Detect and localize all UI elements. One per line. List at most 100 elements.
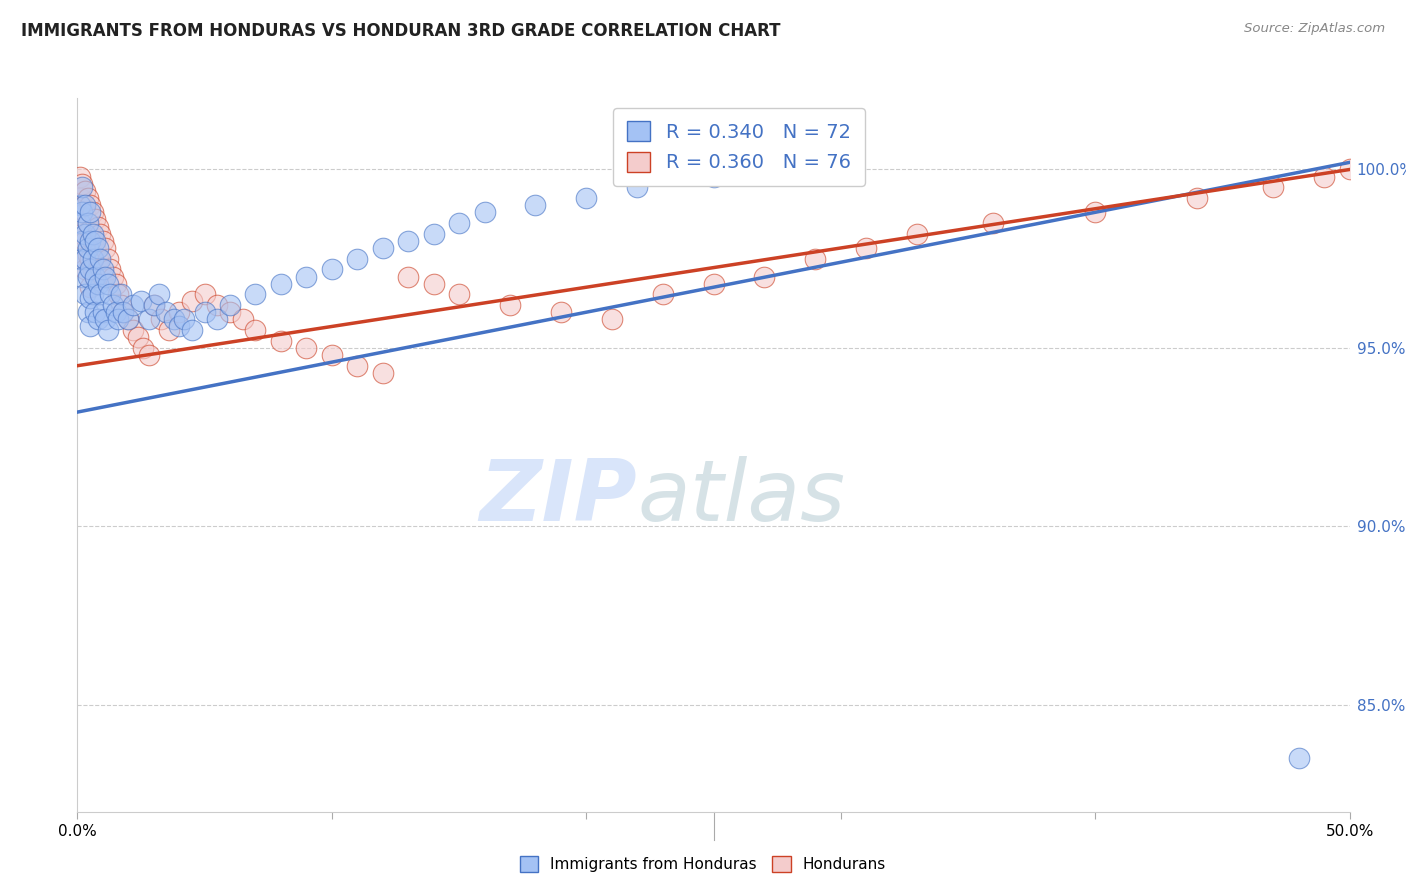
Point xyxy=(86,241,108,255)
Point xyxy=(703,169,725,184)
Point xyxy=(142,298,165,312)
Point xyxy=(91,305,114,319)
Point xyxy=(122,323,145,337)
Point xyxy=(79,252,101,266)
Point xyxy=(91,269,114,284)
Point xyxy=(651,287,673,301)
Point xyxy=(499,298,522,312)
Point xyxy=(371,241,394,255)
Point xyxy=(1339,162,1361,177)
Point xyxy=(91,234,114,248)
Point xyxy=(76,216,98,230)
Point xyxy=(110,287,132,301)
Point xyxy=(117,312,139,326)
Point xyxy=(69,216,91,230)
Point xyxy=(76,248,98,262)
Point xyxy=(94,269,117,284)
Point xyxy=(73,198,96,212)
Point xyxy=(79,262,101,277)
Point xyxy=(104,305,127,319)
Point xyxy=(396,269,419,284)
Legend: R = 0.340   N = 72, R = 0.360   N = 76: R = 0.340 N = 72, R = 0.360 N = 76 xyxy=(613,108,865,186)
Point xyxy=(72,198,94,212)
Point xyxy=(76,191,98,205)
Point xyxy=(69,169,91,184)
Text: IMMIGRANTS FROM HONDURAS VS HONDURAN 3RD GRADE CORRELATION CHART: IMMIGRANTS FROM HONDURAS VS HONDURAN 3RD… xyxy=(21,22,780,40)
Point xyxy=(112,305,135,319)
Point xyxy=(346,252,368,266)
Point xyxy=(703,277,725,291)
Point xyxy=(207,298,229,312)
Point xyxy=(219,305,242,319)
Point xyxy=(82,234,104,248)
Point xyxy=(1288,751,1310,765)
Point xyxy=(142,298,165,312)
Point xyxy=(422,227,444,241)
Point xyxy=(82,205,104,219)
Point xyxy=(173,312,195,326)
Point xyxy=(101,269,124,284)
Point xyxy=(72,269,94,284)
Point xyxy=(72,177,94,191)
Point xyxy=(270,334,292,348)
Point xyxy=(76,241,98,255)
Point xyxy=(94,312,117,326)
Point xyxy=(82,262,104,277)
Point xyxy=(84,234,107,248)
Point xyxy=(754,269,776,284)
Point xyxy=(983,216,1005,230)
Point xyxy=(1185,191,1208,205)
Point xyxy=(72,234,94,248)
Point xyxy=(107,312,129,326)
Point xyxy=(79,223,101,237)
Point xyxy=(79,205,101,219)
Point xyxy=(91,262,114,277)
Point xyxy=(72,227,94,241)
Point xyxy=(82,252,104,266)
Point xyxy=(79,280,101,294)
Y-axis label: 3rd Grade: 3rd Grade xyxy=(0,417,7,493)
Point xyxy=(82,287,104,301)
Point xyxy=(86,252,108,266)
Point xyxy=(207,312,229,326)
Point xyxy=(855,241,877,255)
Point xyxy=(76,269,98,284)
Point xyxy=(112,305,135,319)
Point xyxy=(84,241,107,255)
Point xyxy=(167,319,190,334)
Point xyxy=(1313,169,1336,184)
Point xyxy=(524,198,547,212)
Point xyxy=(804,252,827,266)
Point xyxy=(396,234,419,248)
Point xyxy=(100,287,122,301)
Point xyxy=(905,227,928,241)
Point xyxy=(163,312,186,326)
Point xyxy=(132,341,155,355)
Point xyxy=(138,312,160,326)
Point xyxy=(86,312,108,326)
Point xyxy=(371,366,394,380)
Point xyxy=(86,219,108,234)
Point xyxy=(474,205,496,219)
Point xyxy=(194,305,217,319)
Point xyxy=(97,252,120,266)
Point xyxy=(449,287,471,301)
Point xyxy=(72,205,94,219)
Point xyxy=(76,216,98,230)
Point xyxy=(127,330,149,344)
Point xyxy=(73,287,96,301)
Point xyxy=(138,348,160,362)
Point xyxy=(82,227,104,241)
Point xyxy=(626,180,648,194)
Point xyxy=(72,180,94,194)
Point xyxy=(79,319,101,334)
Point xyxy=(69,191,91,205)
Point xyxy=(155,305,177,319)
Point xyxy=(97,323,120,337)
Point xyxy=(86,277,108,291)
Point xyxy=(1263,180,1285,194)
Point xyxy=(73,205,96,219)
Point xyxy=(167,305,190,319)
Text: atlas: atlas xyxy=(637,456,845,540)
Point xyxy=(84,305,107,319)
